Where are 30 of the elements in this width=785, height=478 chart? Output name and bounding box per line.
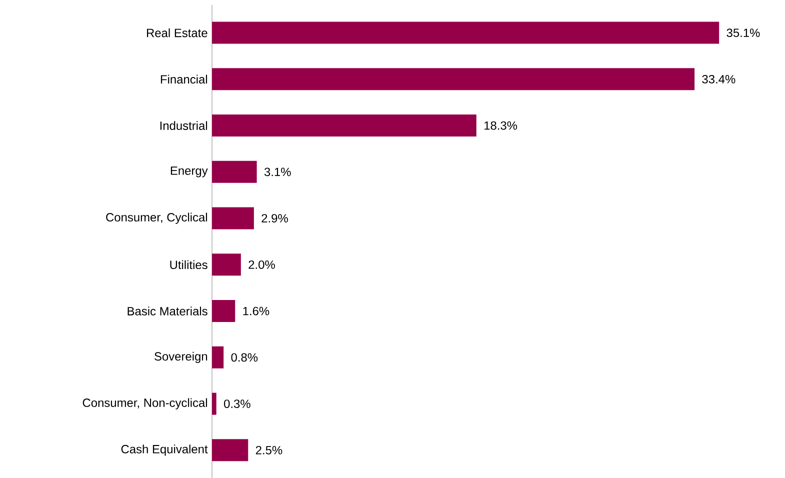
bar [212, 207, 254, 230]
bar [212, 300, 236, 322]
data-label: 33.4% [702, 74, 736, 84]
bar [212, 22, 720, 44]
y-tick-label: Energy [170, 166, 208, 178]
data-label: 1.6% [243, 306, 270, 316]
data-label: 35.1% [726, 28, 760, 38]
data-label: 3.1% [264, 168, 291, 176]
bar [212, 68, 695, 90]
data-label: 0.3% [224, 400, 250, 408]
data-label: 18.3% [484, 121, 518, 130]
data-label: 2.5% [256, 446, 282, 454]
data-label: 2.0% [248, 260, 275, 269]
y-tick-label: Sovereign [154, 352, 208, 363]
y-tick-label: Consumer, Cyclical [106, 212, 208, 224]
bar [212, 160, 257, 183]
y-tick-label: Utilities [170, 260, 208, 270]
bar [212, 392, 216, 415]
data-label: 2.9% [262, 214, 288, 223]
y-tick-label: Industrial [160, 121, 208, 130]
bar [212, 346, 224, 368]
y-tick-label: Real Estate [147, 28, 208, 38]
y-tick-label: Basic Materials [128, 306, 208, 316]
y-tick-label: Consumer, Non-cyclical [82, 398, 207, 410]
bar [212, 114, 476, 137]
data-label: 0.8% [231, 353, 258, 362]
bar [212, 439, 248, 462]
y-tick-label: Cash Equivalent [121, 444, 208, 456]
bar [212, 254, 241, 276]
y-tick-label: Financial [160, 74, 208, 84]
